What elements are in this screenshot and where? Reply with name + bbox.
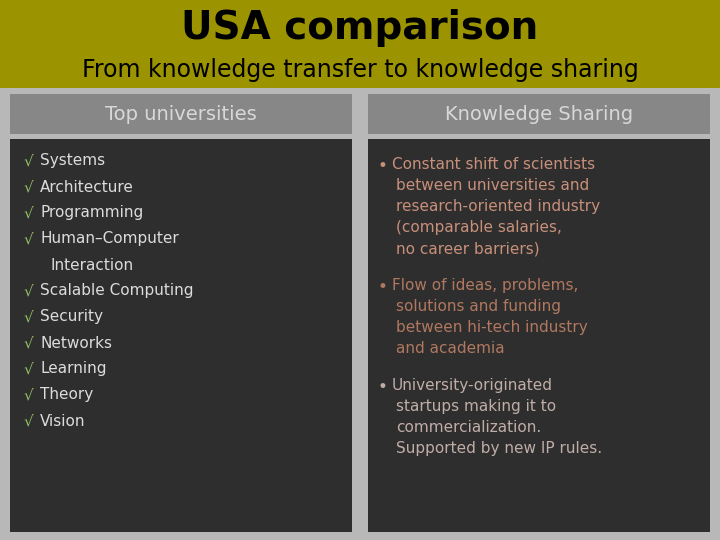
Text: √: √ — [24, 414, 34, 429]
FancyBboxPatch shape — [10, 139, 352, 532]
Text: Scalable Computing: Scalable Computing — [40, 284, 194, 299]
Text: Vision: Vision — [40, 414, 86, 429]
Text: √: √ — [24, 284, 34, 299]
Text: √: √ — [24, 153, 34, 168]
Text: no career barriers): no career barriers) — [396, 241, 539, 256]
Text: Knowledge Sharing: Knowledge Sharing — [445, 105, 633, 124]
Text: Human–Computer: Human–Computer — [40, 232, 179, 246]
Text: Constant shift of scientists: Constant shift of scientists — [392, 157, 595, 172]
Text: Systems: Systems — [40, 153, 105, 168]
FancyBboxPatch shape — [10, 94, 352, 134]
Text: and academia: and academia — [396, 341, 505, 356]
Text: University-originated: University-originated — [392, 378, 553, 393]
Text: between hi-tech industry: between hi-tech industry — [396, 320, 588, 335]
Text: research-oriented industry: research-oriented industry — [396, 199, 600, 214]
FancyBboxPatch shape — [368, 139, 710, 532]
Text: USA comparison: USA comparison — [181, 9, 539, 47]
Text: (comparable salaries,: (comparable salaries, — [396, 220, 562, 235]
Text: Interaction: Interaction — [50, 258, 133, 273]
Text: Top universities: Top universities — [105, 105, 257, 124]
Text: •: • — [378, 378, 388, 396]
Text: between universities and: between universities and — [396, 178, 589, 193]
Text: √: √ — [24, 232, 34, 246]
Text: √: √ — [24, 361, 34, 376]
Text: From knowledge transfer to knowledge sharing: From knowledge transfer to knowledge sha… — [81, 58, 639, 82]
Text: •: • — [378, 157, 388, 175]
Text: startups making it to: startups making it to — [396, 399, 556, 414]
Text: Learning: Learning — [40, 361, 107, 376]
Text: Theory: Theory — [40, 388, 94, 402]
Text: commercialization.: commercialization. — [396, 420, 541, 435]
Text: √: √ — [24, 388, 34, 402]
Text: Networks: Networks — [40, 335, 112, 350]
Text: •: • — [378, 278, 388, 296]
Text: √: √ — [24, 309, 34, 325]
Text: Programming: Programming — [40, 206, 143, 220]
Text: √: √ — [24, 206, 34, 220]
Text: √: √ — [24, 179, 34, 194]
FancyBboxPatch shape — [368, 94, 710, 134]
Text: √: √ — [24, 335, 34, 350]
FancyBboxPatch shape — [0, 0, 720, 88]
Text: Flow of ideas, problems,: Flow of ideas, problems, — [392, 278, 578, 293]
Text: Architecture: Architecture — [40, 179, 134, 194]
Text: solutions and funding: solutions and funding — [396, 299, 561, 314]
Text: Supported by new IP rules.: Supported by new IP rules. — [396, 441, 602, 456]
Text: Security: Security — [40, 309, 103, 325]
